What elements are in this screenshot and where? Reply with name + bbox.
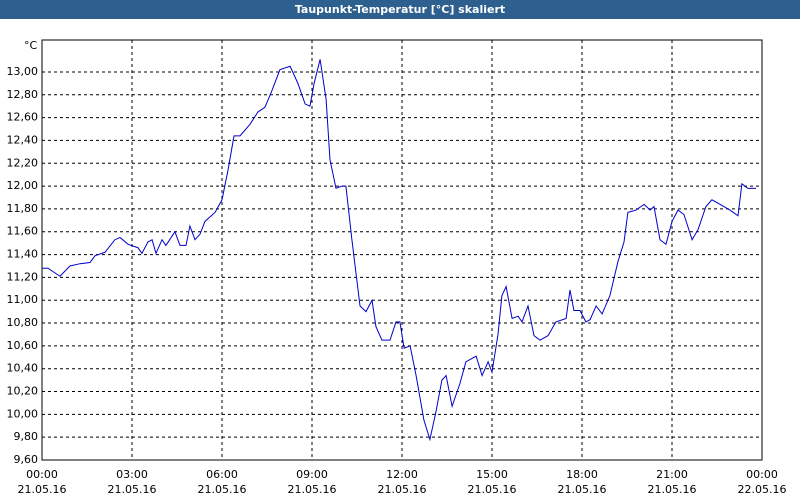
y-tick-label: 12,60 bbox=[7, 111, 39, 124]
y-tick-label: 11,00 bbox=[7, 293, 39, 306]
y-tick-label: 10,40 bbox=[7, 362, 39, 375]
x-tick-label: 03:00 bbox=[116, 468, 148, 481]
x-tick-date: 21.05.16 bbox=[108, 483, 157, 496]
x-tick-date: 21.05.16 bbox=[198, 483, 247, 496]
y-tick-label: 11,40 bbox=[7, 248, 39, 261]
x-tick-label: 15:00 bbox=[476, 468, 508, 481]
x-tick-date: 21.05.16 bbox=[378, 483, 427, 496]
y-tick-label: 12,00 bbox=[7, 179, 39, 192]
x-tick-date: 21.05.16 bbox=[288, 483, 337, 496]
y-tick-label: 10,80 bbox=[7, 316, 39, 329]
chart-title: Taupunkt-Temperatur [°C] skaliert bbox=[0, 0, 800, 19]
y-tick-label: 10,60 bbox=[7, 339, 39, 352]
x-tick-label: 00:00 bbox=[746, 468, 778, 481]
x-tick-date: 21.05.16 bbox=[558, 483, 607, 496]
x-tick-label: 06:00 bbox=[206, 468, 238, 481]
y-tick-label: 11,20 bbox=[7, 270, 39, 283]
x-tick-date: 22.05.16 bbox=[738, 483, 787, 496]
x-tick-date: 21.05.16 bbox=[648, 483, 697, 496]
y-tick-label: 12,20 bbox=[7, 156, 39, 169]
y-tick-label: 12,40 bbox=[7, 133, 39, 146]
y-tick-label: 9,80 bbox=[14, 430, 39, 443]
x-tick-label: 12:00 bbox=[386, 468, 418, 481]
y-tick-label: 11,80 bbox=[7, 202, 39, 215]
x-tick-date: 21.05.16 bbox=[18, 483, 67, 496]
x-tick-label: 00:00 bbox=[26, 468, 58, 481]
data-line bbox=[42, 59, 756, 442]
x-tick-date: 21.05.16 bbox=[468, 483, 517, 496]
y-tick-label: 10,20 bbox=[7, 385, 39, 398]
y-tick-label: 13,00 bbox=[7, 65, 39, 78]
y-tick-label: 11,60 bbox=[7, 225, 39, 238]
x-tick-label: 21:00 bbox=[656, 468, 688, 481]
y-tick-label: 10,00 bbox=[7, 407, 39, 420]
y-tick-label: 9,60 bbox=[14, 453, 39, 466]
y-tick-label: 12,80 bbox=[7, 88, 39, 101]
y-axis-label: °C bbox=[24, 39, 38, 52]
x-tick-label: 09:00 bbox=[296, 468, 328, 481]
x-tick-label: 18:00 bbox=[566, 468, 598, 481]
